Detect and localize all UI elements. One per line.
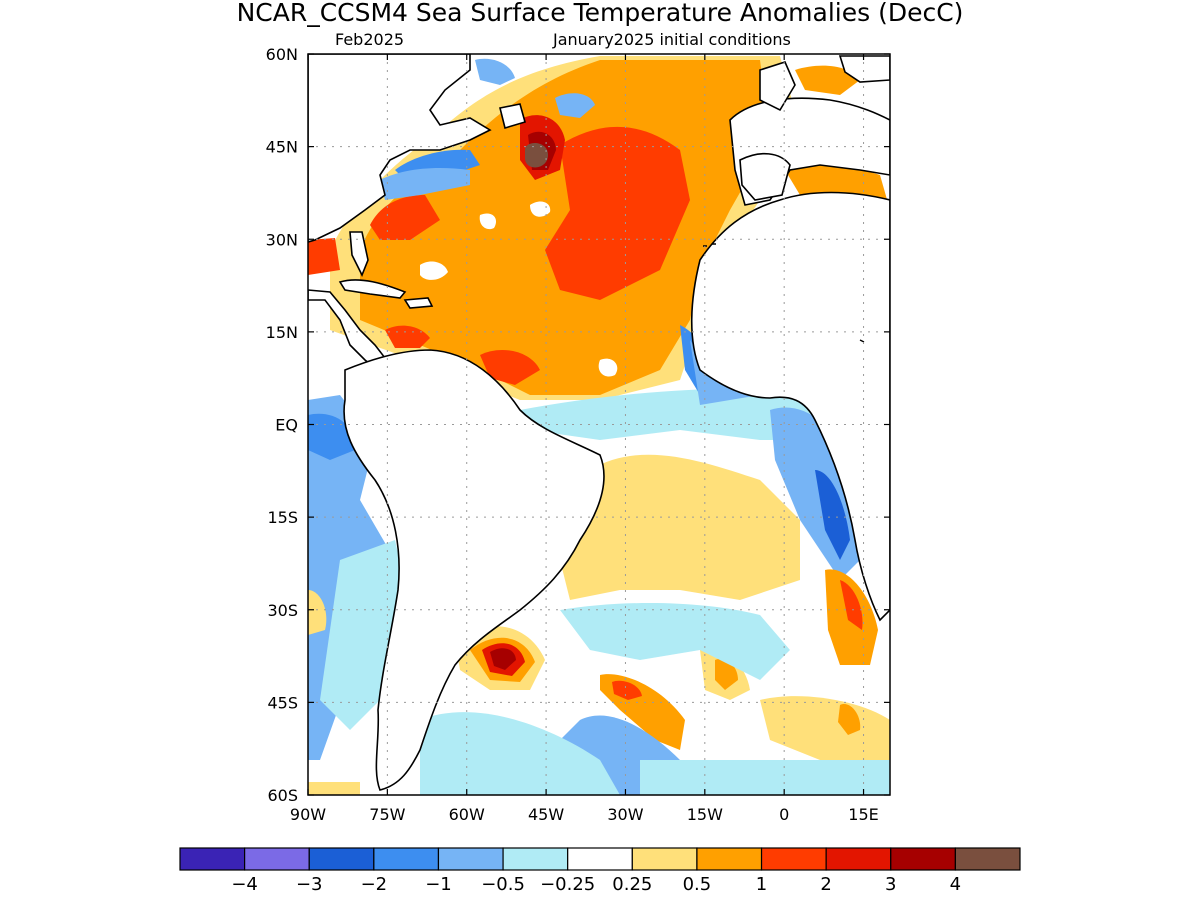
axis-tick-marks bbox=[307, 53, 890, 796]
colorbar-swatch bbox=[631, 847, 698, 871]
lat-tick-label: 60N bbox=[266, 45, 298, 64]
colorbar-swatch bbox=[437, 847, 504, 871]
lon-tick-label: 90W bbox=[290, 805, 326, 824]
colorbar-label: −0.25 bbox=[540, 874, 595, 895]
colorbar-swatch bbox=[567, 847, 633, 871]
colorbar-label: 1 bbox=[756, 874, 767, 895]
anomaly-region-na-red bbox=[545, 126, 690, 300]
colorbar-label: 4 bbox=[950, 874, 961, 895]
anomaly-region-eq-cyan bbox=[520, 388, 850, 440]
anomaly-region-pac-yellow bbox=[308, 590, 327, 635]
colorbar-label: −2 bbox=[361, 874, 388, 895]
anomaly-region-labrador-blue bbox=[475, 58, 515, 85]
anomaly-region-sa-cyan bbox=[560, 603, 790, 680]
colorbar-swatch bbox=[179, 847, 246, 871]
lat-tick-label: 60S bbox=[267, 786, 298, 805]
anomaly-region-se-orange bbox=[838, 704, 861, 735]
cape-verde-islands bbox=[859, 339, 865, 343]
anomaly-region-mid-blue bbox=[555, 93, 595, 118]
iberia bbox=[739, 152, 791, 201]
land-layer bbox=[308, 54, 890, 791]
lat-tick-label: 30S bbox=[267, 601, 298, 620]
colorbar-labels: −4 −3 −2 −1 −0.5 −0.25 0.25 0.5 1 2 3 4 bbox=[231, 874, 961, 895]
anomaly-region-peak-brown bbox=[525, 143, 548, 168]
africa-landmass bbox=[690, 191, 890, 622]
north-america-landmass bbox=[308, 54, 492, 243]
longitude-tick-labels: 90W 75W 60W 45W 30W 15W 0 15E bbox=[290, 805, 879, 824]
colorbar-swatch bbox=[502, 847, 569, 871]
colorbar-label: −1 bbox=[425, 874, 452, 895]
anomaly-region-sw-yellow-bottom bbox=[308, 782, 360, 795]
newfoundland-island bbox=[499, 103, 526, 130]
colorbar-label: −4 bbox=[231, 874, 258, 895]
colorbar-swatch bbox=[244, 847, 310, 871]
anomaly-region-gulf-red bbox=[308, 238, 340, 275]
florida-peninsula bbox=[349, 231, 369, 277]
colorbar-label: 3 bbox=[885, 874, 896, 895]
anomaly-region-nw-blue-light bbox=[380, 168, 470, 200]
lat-tick-label: 30N bbox=[266, 230, 298, 249]
anomaly-field-layer bbox=[308, 56, 890, 795]
anomaly-region-brazil-dark bbox=[490, 648, 516, 670]
latitude-tick-labels: 60N 45N 30N 15N EQ 15S 30S 45S 60S bbox=[266, 45, 298, 805]
anomaly-region-caribbean-red bbox=[385, 325, 430, 348]
anomaly-region-benguela-red bbox=[840, 580, 863, 630]
colorbar bbox=[179, 847, 1021, 871]
anomaly-region-south-cyan bbox=[640, 760, 890, 795]
colorbar-swatch bbox=[890, 847, 956, 871]
anomaly-region-sa-orange-2 bbox=[715, 658, 738, 690]
british-isles bbox=[759, 61, 796, 112]
colorbar-label: 2 bbox=[820, 874, 831, 895]
south-america-landmass bbox=[343, 349, 605, 791]
valid-month-label: Feb2025 bbox=[335, 30, 404, 49]
lon-tick-label: 0 bbox=[779, 805, 789, 824]
init-conditions-label: January2025 initial conditions bbox=[552, 30, 791, 49]
colorbar-label: 0.5 bbox=[683, 874, 712, 895]
colorbar-swatch bbox=[373, 847, 440, 871]
anomaly-region-se-yellow bbox=[760, 696, 890, 760]
anomaly-region-tropics-red bbox=[480, 350, 540, 385]
anomaly-region-sa-red-2 bbox=[612, 680, 642, 700]
lon-tick-label: 15E bbox=[848, 805, 878, 824]
colorbar-label: −0.5 bbox=[481, 874, 525, 895]
lon-tick-label: 45W bbox=[528, 805, 564, 824]
map-gridlines bbox=[308, 54, 890, 795]
lat-tick-label: 15N bbox=[266, 323, 298, 342]
chart-title: NCAR_CCSM4 Sea Surface Temperature Anoma… bbox=[237, 0, 964, 27]
anomaly-region-sw-africa-deep bbox=[815, 470, 850, 560]
lat-tick-label: EQ bbox=[275, 416, 298, 435]
lon-tick-label: 15W bbox=[687, 805, 723, 824]
lat-tick-label: 45N bbox=[266, 138, 298, 157]
anomaly-region-pac-cyan bbox=[320, 540, 415, 730]
map-area bbox=[308, 54, 890, 795]
anomaly-region-sa-cyan-south bbox=[420, 712, 620, 795]
colorbar-swatch bbox=[954, 847, 1021, 871]
colorbar-label: −3 bbox=[296, 874, 323, 895]
lon-tick-label: 60W bbox=[449, 805, 485, 824]
anomaly-region-pac-blue bbox=[308, 413, 355, 460]
colorbar-swatch bbox=[696, 847, 763, 871]
anomaly-region-sa-yellow bbox=[560, 454, 800, 600]
lat-tick-label: 15S bbox=[267, 508, 298, 527]
scandinavia bbox=[838, 55, 890, 83]
colorbar-swatch bbox=[825, 847, 892, 871]
colorbar-label: 0.25 bbox=[612, 874, 652, 895]
colorbar-swatch bbox=[760, 847, 827, 871]
lat-tick-label: 45S bbox=[267, 693, 298, 712]
anomaly-region-north-sea-orange bbox=[795, 65, 860, 95]
lon-tick-label: 75W bbox=[369, 805, 405, 824]
lon-tick-label: 30W bbox=[607, 805, 643, 824]
anomaly-region-guinea-light bbox=[690, 340, 760, 405]
colorbar-swatch bbox=[308, 847, 375, 871]
cuba-island bbox=[338, 279, 407, 299]
hispaniola-island bbox=[403, 297, 434, 309]
